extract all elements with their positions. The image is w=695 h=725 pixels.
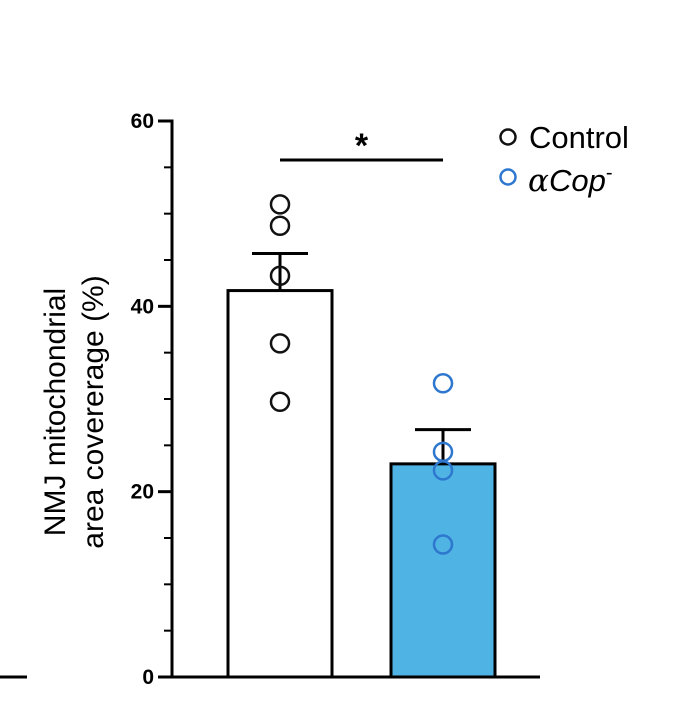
data-point [432,372,454,394]
data-point [269,215,291,236]
y-tick-label: 40 [131,295,154,318]
legend-marker-acop [499,168,517,186]
y-axis-title: NMJ mitochondrial area covererage (%) [39,275,110,548]
significance-annotation: * [280,127,443,165]
bar-control [226,289,334,679]
data-points [269,194,454,555]
data-point [432,460,454,481]
y-tick-label: 0 [142,666,154,689]
y-axis-title-line1: NMJ mitochondrial [39,288,72,536]
data-point [269,194,291,215]
y-axis: 0 20 40 60 [131,110,174,689]
legend-superscript-minus: - [606,162,613,184]
y-axis-title-line2: area covererage (%) [77,275,110,548]
y-tick-label: 60 [131,110,154,133]
error-bars [252,252,471,464]
y-tick-label: 20 [131,481,154,504]
data-point [269,391,291,413]
data-point [269,333,291,354]
bar-acop [389,462,497,679]
bars [226,289,497,679]
legend: Control αCop- [499,120,629,199]
data-point [432,534,454,555]
legend-cop-text: Cop [549,163,606,198]
legend-alpha-prefix: α [528,163,549,199]
significance-star: * [355,127,369,165]
legend-marker-control [499,128,517,146]
data-point [269,265,291,287]
legend-label-control: Control [529,120,629,155]
legend-label-acop: αCop- [528,162,612,199]
